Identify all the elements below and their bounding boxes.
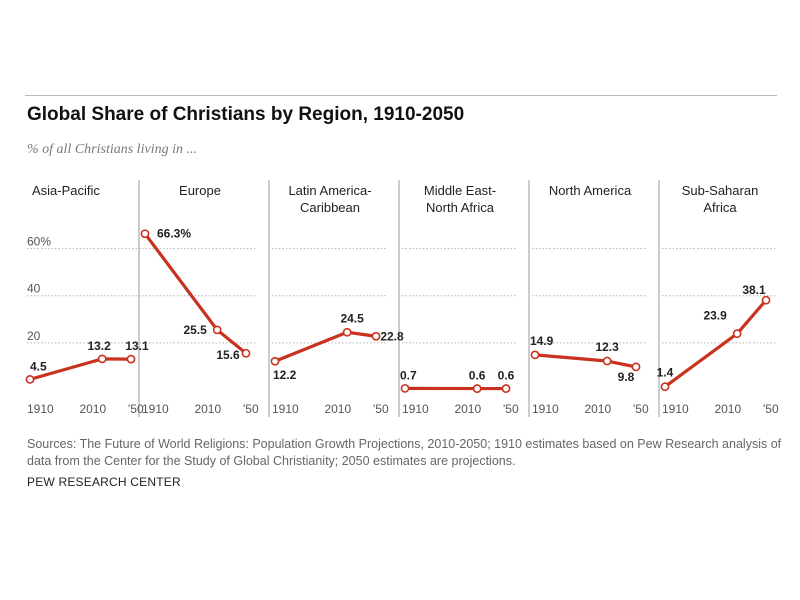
data-label: 0.6 (498, 369, 515, 383)
series-line (534, 353, 637, 369)
x-tick-label: 1910 (532, 402, 559, 416)
data-point (602, 356, 612, 366)
credit-line: PEW RESEARCH CENTER (27, 475, 181, 489)
panel-title: Africa (703, 200, 737, 215)
x-tick-label: 2010 (584, 402, 611, 416)
panel-title: Caribbean (300, 200, 360, 215)
data-point (501, 384, 511, 393)
x-tick-label: '50 (243, 402, 259, 416)
panel-title: Asia-Pacific (32, 183, 100, 198)
x-tick-label: 2010 (324, 402, 351, 416)
data-point (270, 356, 280, 366)
x-tick-label: 2010 (194, 402, 221, 416)
data-point (212, 325, 222, 335)
data-point (25, 374, 35, 384)
data-label: 9.8 (618, 370, 635, 384)
data-label: 1.4 (657, 366, 674, 380)
data-label: 0.7 (400, 368, 417, 382)
x-tick-label: 2010 (79, 402, 106, 416)
x-tick-label: '50 (503, 402, 519, 416)
data-label: 13.1 (125, 339, 149, 353)
data-point (126, 354, 136, 364)
x-tick-label: 1910 (27, 402, 54, 416)
data-label: 13.2 (87, 339, 111, 353)
data-point (631, 362, 641, 372)
source-note: Sources: The Future of World Religions: … (27, 437, 782, 468)
data-point (761, 295, 771, 305)
data-label: 25.5 (183, 323, 207, 337)
top-rule (25, 95, 777, 96)
panel-title: Middle East- (424, 183, 496, 198)
data-point (241, 348, 251, 358)
x-tick-label: 1910 (142, 402, 169, 416)
data-point (472, 384, 482, 393)
panel-title: Sub-Saharan (682, 183, 759, 198)
x-tick-label: 1910 (272, 402, 299, 416)
panel-title: Latin America- (288, 183, 371, 198)
data-label: 22.8 (380, 329, 404, 343)
panel-title: Europe (179, 183, 221, 198)
x-tick-label: 2010 (454, 402, 481, 416)
data-label: 15.6 (216, 348, 240, 362)
data-label: 0.6 (469, 369, 486, 383)
x-tick-label: 1910 (662, 402, 689, 416)
data-label: 4.5 (30, 359, 47, 373)
data-label: 66.3% (157, 227, 191, 241)
data-point (342, 327, 352, 337)
x-tick-label: '50 (763, 402, 779, 416)
x-tick-label: 1910 (402, 402, 429, 416)
y-tick-label: 60% (27, 235, 51, 249)
x-tick-label: '50 (128, 402, 144, 416)
x-tick-label: '50 (633, 402, 649, 416)
data-point (371, 331, 381, 341)
data-label: 12.3 (595, 340, 619, 354)
y-tick-label: 20 (27, 329, 41, 343)
chart-subtitle: % of all Christians living in ... (27, 142, 197, 157)
data-point (97, 354, 107, 364)
x-tick-label: 2010 (714, 402, 741, 416)
panel-title: North Africa (426, 200, 495, 215)
data-point (530, 350, 540, 360)
data-label: 24.5 (340, 311, 364, 325)
data-label: 12.2 (273, 368, 297, 382)
y-tick-label: 40 (27, 282, 41, 296)
data-point (140, 229, 150, 239)
panel-title: North America (549, 183, 632, 198)
data-label: 23.9 (703, 309, 727, 323)
data-point (660, 382, 670, 392)
chart-area: 60% 40 20 Asia-Pacific 1910 2010 '50 4.5 13.2 13.… (25, 180, 779, 417)
data-point (400, 383, 410, 393)
data-label: 38.1 (742, 283, 766, 297)
chart-title: Global Share of Christians by Region, 19… (27, 104, 465, 125)
series-line (274, 330, 377, 363)
x-tick-label: '50 (373, 402, 389, 416)
data-label: 14.9 (530, 334, 554, 348)
data-point (732, 329, 742, 339)
